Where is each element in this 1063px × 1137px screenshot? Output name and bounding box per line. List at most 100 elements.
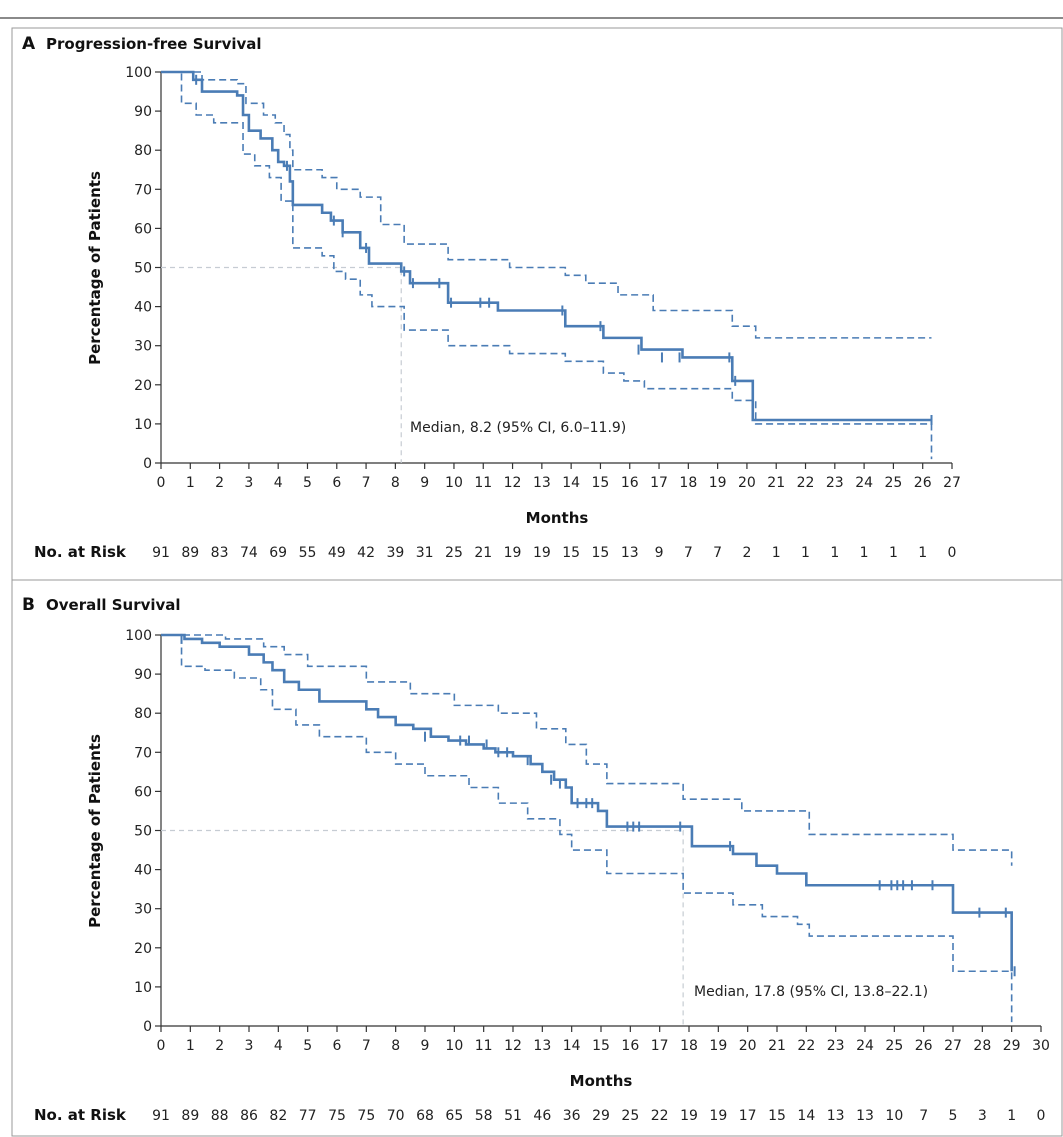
panel-a-x-tick-label: 2 [215, 475, 224, 491]
panel-b-y-tick-label: 10 [134, 980, 152, 996]
panel-a-median-line [161, 266, 402, 463]
panel-a-at-risk-value: 89 [181, 545, 199, 561]
panel-a-at-risk-value: 19 [504, 545, 522, 561]
panel-a-x-tick-label: 16 [621, 475, 639, 491]
panel-a-x-tick-label: 19 [709, 475, 727, 491]
panel-a-letter: A [22, 34, 36, 54]
panel-a-ci-upper-line [161, 71, 932, 339]
panel-b-xlabel: Months [570, 1072, 633, 1090]
panel-a-x-tick-label: 7 [362, 475, 371, 491]
panel-b-x-tick-label: 7 [362, 1038, 371, 1054]
panel-b-at-risk-value: 75 [357, 1108, 375, 1124]
panel-b-median-label: Median, 17.8 (95% CI, 13.8–22.1) [694, 984, 928, 1000]
panel-a-xlabel: Months [526, 509, 589, 527]
panel-a-x-tick-label: 6 [332, 475, 341, 491]
panel-b-ylabel: Percentage of Patients [86, 734, 104, 928]
panel-a-at-risk-value: 21 [474, 545, 492, 561]
panel-b-x-tick-label: 12 [504, 1038, 522, 1054]
panel-b-median-line [161, 829, 684, 1026]
panel-b-at-risk-value: 7 [919, 1108, 928, 1124]
panel-a-at-risk-value: 31 [416, 545, 434, 561]
panel-b-at-risk-value: 13 [856, 1108, 874, 1124]
panel-a-at-risk-value: 1 [772, 545, 781, 561]
panel-b-y-tick-label: 50 [134, 824, 152, 840]
panel-a-x-tick-label: 27 [943, 475, 961, 491]
panel-b-x-tick-label: 0 [157, 1038, 166, 1054]
panel-a-at-risk-value: 83 [211, 545, 229, 561]
panel-b-x-tick-label: 20 [739, 1038, 757, 1054]
panel-b-letter: B [22, 595, 35, 615]
panel-a-x-tick-label: 23 [826, 475, 844, 491]
panel-b-x-tick-label: 27 [944, 1038, 962, 1054]
panel-b-at-risk-value: 22 [651, 1108, 669, 1124]
panel-b-x-tick-label: 5 [303, 1038, 312, 1054]
panel-a-y-tick-label: 80 [134, 143, 152, 159]
panel-a-x-tick-label: 17 [650, 475, 668, 491]
panel-b-y-tick-label: 70 [134, 745, 152, 761]
panel-a-at-risk-value: 7 [713, 545, 722, 561]
panel-b-y-tick-label: 100 [125, 628, 152, 644]
panel-b-x-tick-label: 17 [651, 1038, 669, 1054]
panel-a-frame [11, 27, 1063, 581]
panel-b-y-tick-label: 60 [134, 784, 152, 800]
panel-a-at-risk-value: 55 [299, 545, 317, 561]
panel-b-at-risk-value: 3 [978, 1108, 987, 1124]
panel-a-ylabel: Percentage of Patients [86, 171, 104, 365]
panel-b-at-risk-value: 29 [592, 1108, 610, 1124]
panel-b-at-risk-value: 10 [885, 1108, 903, 1124]
panel-b-x-tick-label: 3 [245, 1038, 254, 1054]
panel-b-x-tick-label: 19 [709, 1038, 727, 1054]
panel-b-ci-lower-line [161, 634, 1013, 1023]
panel-a-at-risk-value: 42 [357, 545, 375, 561]
panel-b-at-risk-value: 88 [211, 1108, 229, 1124]
panel-a-at-risk-value: 1 [801, 545, 810, 561]
panel-a-at-risk-value: 25 [445, 545, 463, 561]
panel-a-x-tick-label: 11 [474, 475, 492, 491]
panel-a-at-risk-value: 1 [918, 545, 927, 561]
panel-a-at-risk-value: 15 [592, 545, 610, 561]
panel-a-x-tick-label: 4 [274, 475, 283, 491]
panel-a-at-risk-value: 1 [830, 545, 839, 561]
panel-b-x-tick-label: 25 [885, 1038, 903, 1054]
panel-a-x-tick-label: 3 [244, 475, 253, 491]
panel-a-x-tick-label: 26 [914, 475, 932, 491]
panel-b-x-tick-label: 13 [533, 1038, 551, 1054]
panel-b-at-risk-value: 86 [240, 1108, 258, 1124]
panel-a-x-tick-label: 15 [592, 475, 610, 491]
panel-b-y-tick-label: 30 [134, 902, 152, 918]
panel-b-survival-curve [161, 633, 1013, 972]
panel-b-at-risk-value: 70 [387, 1108, 405, 1124]
panel-a-at-risk-value: 1 [889, 545, 898, 561]
panel-b-x-tick-label: 1 [186, 1038, 195, 1054]
panel-b-at-risk-value: 17 [739, 1108, 757, 1124]
panel-a-at-risk-value: 9 [655, 545, 664, 561]
panel-a-x-tick-label: 10 [445, 475, 463, 491]
panel-a-y-tick-label: 30 [134, 339, 152, 355]
panel-b-at-risk-value: 14 [797, 1108, 815, 1124]
panel-b-at-risk-value: 82 [269, 1108, 287, 1124]
panel-b-at-risk-value: 46 [533, 1108, 551, 1124]
panel-b-x-tick-label: 30 [1032, 1038, 1050, 1054]
panel-b-x-tick-label: 24 [856, 1038, 874, 1054]
panel-a-x-tick-label: 14 [562, 475, 580, 491]
panel-b: B Overall Survival Percentage of Patient… [22, 595, 1050, 1124]
panel-a-x-tick-label: 12 [504, 475, 522, 491]
panel-a-x-tick-label: 21 [767, 475, 785, 491]
panel-b-at-risk-value: 1 [1007, 1108, 1016, 1124]
panel-a-at-risk-value: 0 [948, 545, 957, 561]
panel-b-x-tick-label: 9 [421, 1038, 430, 1054]
panel-a-at-risk-value: 49 [328, 545, 346, 561]
panel-b-y-tick-label: 0 [143, 1019, 152, 1035]
panel-b-x-tick-label: 14 [563, 1038, 581, 1054]
panel-a-x-tick-label: 8 [391, 475, 400, 491]
panel-a-at-risk-value: 74 [240, 545, 258, 561]
panel-a-x-tick-label: 9 [420, 475, 429, 491]
panel-b-at-risk-value: 68 [416, 1108, 434, 1124]
panel-a-at-risk-value: 15 [562, 545, 580, 561]
panel-a-x-tick-label: 5 [303, 475, 312, 491]
panel-b-x-tick-label: 16 [621, 1038, 639, 1054]
panel-a-at-risk-value: 2 [742, 545, 751, 561]
panel-b-x-tick-label: 29 [1003, 1038, 1021, 1054]
